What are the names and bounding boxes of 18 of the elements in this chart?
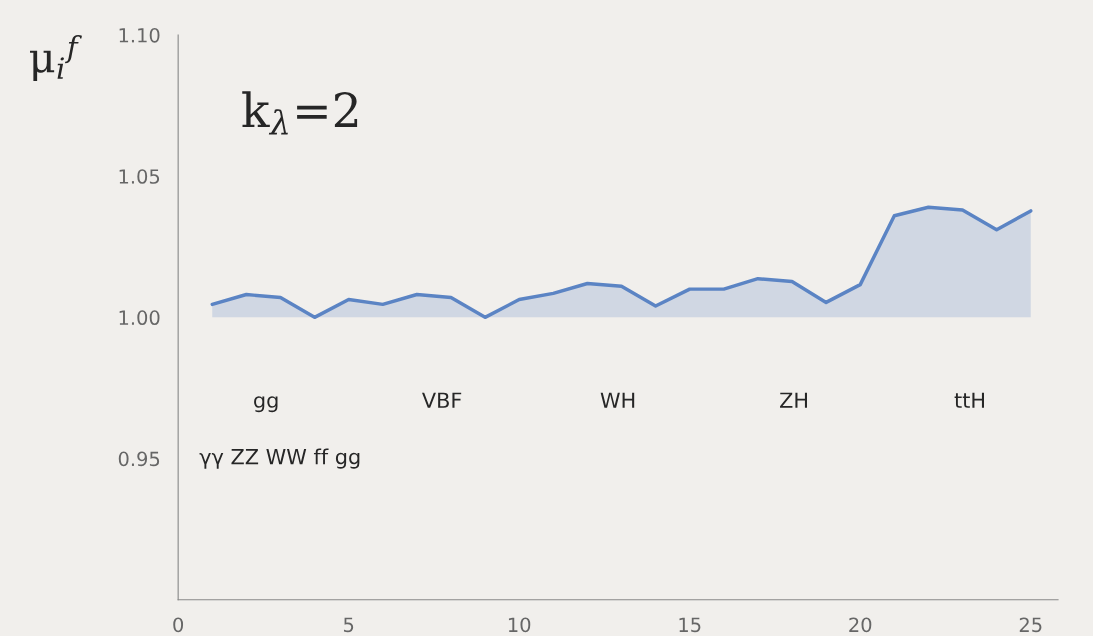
annotation: γγ ZZ WW ff gg bbox=[199, 448, 360, 469]
x-tick-label: 20 bbox=[849, 617, 872, 633]
x-tick-label: 10 bbox=[508, 617, 531, 633]
annotation: ZH bbox=[780, 392, 807, 408]
y-tick-label: 1.10 bbox=[119, 27, 160, 43]
x-tick-label: 0 bbox=[173, 617, 184, 633]
x-tick-label: 15 bbox=[679, 617, 701, 633]
y-tick-label: 1.00 bbox=[119, 310, 160, 326]
annotation: gg bbox=[254, 396, 278, 413]
annotation: ttH bbox=[954, 392, 984, 408]
annotation: k$_{λ}$=2 bbox=[242, 91, 358, 135]
y-axis-title: μ$_{i}$$^{f}$ bbox=[30, 34, 82, 81]
y-tick-label: 1.05 bbox=[119, 169, 160, 184]
y-tick-label: 0.95 bbox=[118, 451, 160, 467]
x-tick-label: 5 bbox=[343, 617, 354, 633]
annotation: VBF bbox=[422, 392, 462, 408]
x-tick-label: 25 bbox=[1019, 617, 1042, 633]
annotation: WH bbox=[600, 392, 635, 408]
